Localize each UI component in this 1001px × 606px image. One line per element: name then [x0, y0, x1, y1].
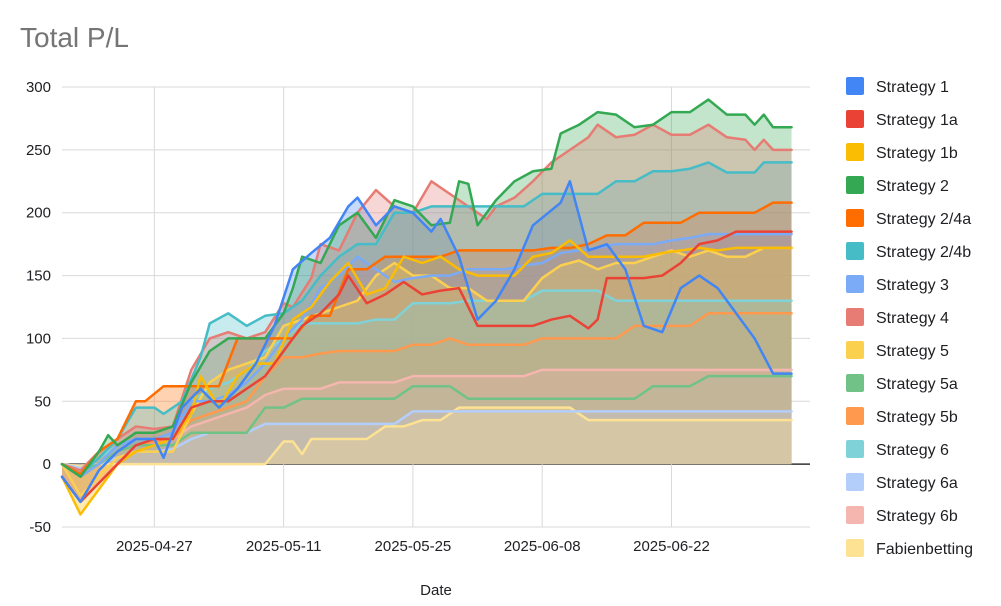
- legend-item[interactable]: Strategy 1a: [846, 110, 958, 129]
- legend-swatch: [846, 308, 864, 326]
- legend: Strategy 1 Strategy 1a Strategy 1b Strategy…: [846, 77, 973, 558]
- y-tick-label: 300: [26, 79, 51, 96]
- y-tick-label: -50: [29, 519, 51, 536]
- y-tick-label: 200: [26, 205, 51, 222]
- y-tick-label: 100: [26, 330, 51, 347]
- legend-label: Strategy 1a: [876, 112, 958, 129]
- legend-label: Strategy 1: [876, 79, 949, 96]
- line-layer: [60, 98, 793, 516]
- legend-item[interactable]: Strategy 6a: [846, 473, 958, 492]
- legend-swatch: [846, 539, 864, 557]
- legend-item[interactable]: Strategy 5a: [846, 374, 958, 393]
- series-line: [60, 374, 793, 472]
- legend-item[interactable]: Strategy 4: [846, 308, 949, 327]
- series-area: [62, 202, 792, 475]
- legend-label: Strategy 5: [876, 343, 949, 360]
- legend-swatch: [846, 176, 864, 194]
- legend-item[interactable]: Strategy 1b: [846, 143, 958, 162]
- legend-item[interactable]: Strategy 3: [846, 275, 949, 294]
- y-tick-label: 150: [26, 268, 51, 285]
- series-area: [62, 162, 792, 475]
- series-area: [62, 234, 792, 477]
- y-tick-label: 50: [34, 393, 51, 410]
- legend-swatch: [846, 506, 864, 524]
- legend-swatch: [846, 473, 864, 491]
- series-area: [62, 231, 792, 502]
- legend-label: Strategy 6a: [876, 475, 958, 492]
- legend-item[interactable]: Strategy 2/4a: [846, 209, 971, 228]
- series-line: [60, 161, 793, 476]
- series-line: [60, 230, 793, 504]
- series-line: [60, 410, 793, 470]
- legend-item[interactable]: Strategy 1: [846, 77, 949, 96]
- series-line: [60, 201, 793, 476]
- x-tick-label: 2025-05-25: [375, 538, 452, 555]
- legend-label: Strategy 2/4b: [876, 244, 971, 261]
- legend-label: Strategy 5a: [876, 376, 958, 393]
- legend-item[interactable]: Strategy 2/4b: [846, 242, 971, 261]
- legend-swatch: [846, 143, 864, 161]
- legend-swatch: [846, 341, 864, 359]
- series-line: [60, 239, 793, 516]
- legend-label: Strategy 6b: [876, 508, 958, 525]
- legend-swatch: [846, 374, 864, 392]
- legend-swatch: [846, 275, 864, 293]
- legend-item[interactable]: Strategy 5: [846, 341, 949, 360]
- legend-label: Strategy 2/4a: [876, 211, 971, 228]
- y-tick-label: 0: [43, 456, 51, 473]
- legend-swatch: [846, 209, 864, 227]
- x-tick-label: 2025-05-11: [246, 538, 322, 555]
- y-tick-label: 250: [26, 142, 51, 159]
- legend-label: Strategy 2: [876, 178, 949, 195]
- legend-swatch: [846, 242, 864, 260]
- series-area: [62, 240, 792, 515]
- series-area: [62, 313, 792, 471]
- series-line: [60, 312, 793, 472]
- x-tick-label: 2025-06-22: [633, 538, 710, 555]
- x-tick-label: 2025-04-27: [116, 538, 193, 555]
- legend-label: Strategy 6: [876, 442, 949, 459]
- legend-item[interactable]: Strategy 6b: [846, 506, 958, 525]
- legend-swatch: [846, 440, 864, 458]
- series-area: [62, 99, 792, 477]
- legend-label: Strategy 5b: [876, 409, 958, 426]
- series-area: [62, 290, 792, 471]
- legend-swatch: [846, 407, 864, 425]
- legend-label: Fabienbetting: [876, 541, 973, 558]
- series-line: [60, 180, 793, 504]
- series-area: [62, 181, 792, 502]
- axis-layer: -50 0 50 100 150 200 250 300 2025-04-27 2025-05-1…: [26, 79, 710, 555]
- legend-item[interactable]: Fabienbetting: [846, 539, 973, 558]
- series-line: [60, 98, 793, 478]
- legend-swatch: [846, 110, 864, 128]
- legend-item[interactable]: Strategy 2: [846, 176, 949, 195]
- chart-title: Total P/L: [20, 22, 129, 53]
- legend-label: Strategy 1b: [876, 145, 958, 162]
- x-tick-label: 2025-06-08: [504, 538, 581, 555]
- legend-item[interactable]: Strategy 6: [846, 440, 949, 459]
- series-area: [62, 407, 792, 467]
- legend-label: Strategy 3: [876, 277, 949, 294]
- series-line: [60, 232, 793, 478]
- x-axis-title: Date: [420, 582, 452, 599]
- series-line: [60, 123, 793, 472]
- legend-item[interactable]: Strategy 5b: [846, 407, 958, 426]
- series-line: [60, 406, 793, 468]
- series-area: [62, 411, 792, 468]
- legend-label: Strategy 4: [876, 310, 949, 327]
- legend-swatch: [846, 77, 864, 95]
